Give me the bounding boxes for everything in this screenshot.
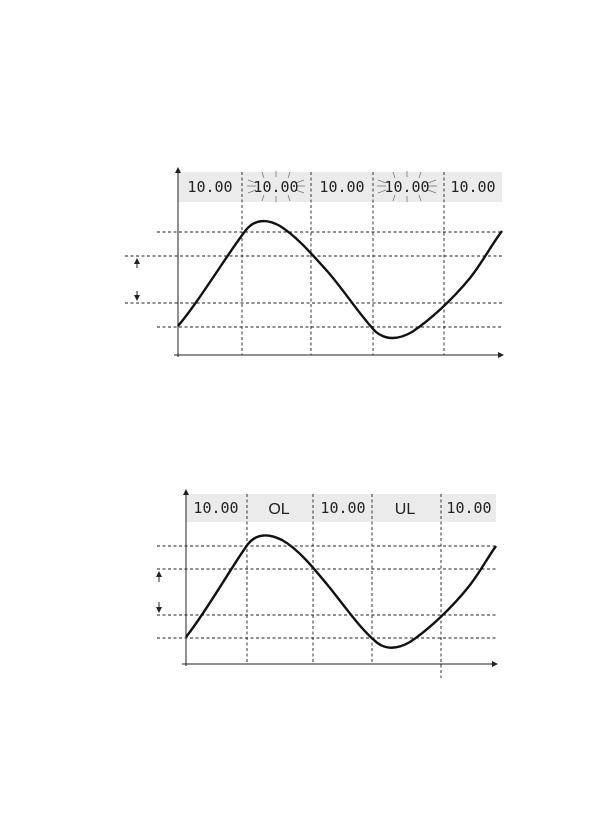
bottom-display-2: OL [268, 501, 289, 518]
top-flash-rays-4 [377, 171, 437, 202]
bottom-diagram: 10.00 OL 10.00 UL 10.00 [156, 489, 498, 678]
top-display-strip [178, 172, 502, 202]
bottom-signal-curve [185, 534, 497, 649]
top-display-2: 10.00 [253, 178, 298, 196]
top-diagram: 10.00 10.00 10.00 10.00 10.00 [125, 167, 504, 358]
top-display-3: 10.00 [319, 178, 364, 196]
bottom-display-4: UL [395, 501, 416, 518]
top-display-4: 10.00 [384, 178, 429, 196]
top-flash-rays-2 [247, 171, 305, 202]
top-display-5: 10.00 [450, 178, 495, 196]
bottom-display-1: 10.00 [193, 499, 238, 517]
top-display-1: 10.00 [187, 178, 232, 196]
bottom-display-3: 10.00 [320, 499, 365, 517]
top-signal-curve [177, 219, 503, 340]
bottom-display-5: 10.00 [446, 499, 491, 517]
bottom-display-strip [186, 494, 496, 522]
